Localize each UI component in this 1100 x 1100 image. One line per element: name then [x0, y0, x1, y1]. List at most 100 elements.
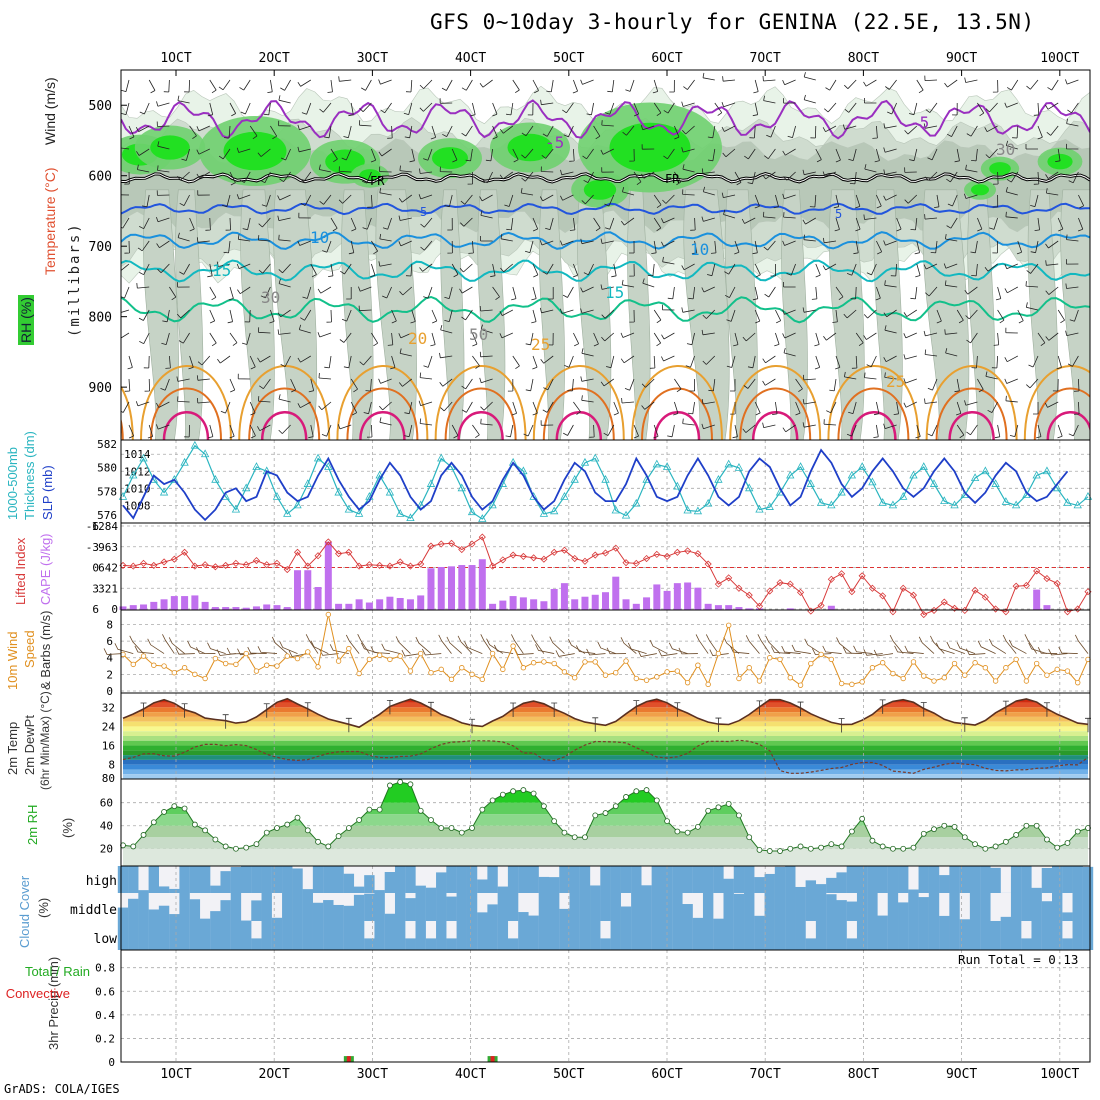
- wind-barb: [350, 217, 357, 232]
- cloud-bar: [271, 921, 283, 950]
- cloud-bar: [415, 885, 426, 893]
- wind-barb: [956, 309, 964, 324]
- wind10-barb: [511, 634, 524, 654]
- wind-barb: [278, 234, 291, 242]
- temp-contour-10: [121, 231, 1090, 250]
- wind-barb: [600, 148, 614, 155]
- cloud-bar: [179, 866, 190, 893]
- wind10-barb: [168, 637, 185, 654]
- wind-barb: [184, 79, 190, 93]
- wind-barb: [752, 286, 759, 301]
- thickness-marker: [847, 470, 857, 479]
- wind-barb: [564, 355, 574, 368]
- cape-bar: [489, 603, 497, 610]
- rh2-marker: [633, 788, 640, 795]
- cloud-bar: [631, 866, 642, 893]
- cloud-bar: [497, 893, 509, 921]
- li-marker: [417, 560, 425, 568]
- wind-barb: [398, 194, 413, 203]
- wind10-barb: [822, 645, 842, 654]
- temp-contour-30: [150, 387, 222, 440]
- cloud-bar: [928, 893, 940, 921]
- li-tick-label: -6: [86, 520, 99, 533]
- wind10-barb: [114, 643, 134, 654]
- wind-barb: [330, 148, 338, 163]
- cloud-bar: [795, 886, 806, 893]
- wind-barb: [815, 148, 822, 163]
- thickness-marker: [293, 500, 302, 509]
- wind-barb: [903, 309, 918, 317]
- wind-barb: [965, 164, 978, 173]
- li-marker: [673, 548, 681, 556]
- wind-barb: [378, 148, 392, 157]
- wind-barb: [883, 169, 897, 175]
- cloud-bar: [466, 921, 478, 950]
- wind-barb: [1037, 332, 1046, 347]
- wind-barb: [542, 125, 554, 137]
- wind-barb: [707, 125, 716, 139]
- cloud-bar: [528, 915, 539, 921]
- wind-barb: [971, 263, 978, 277]
- rh2-marker: [859, 815, 866, 822]
- wind10-marker: [582, 659, 588, 665]
- wind-barb: [298, 324, 311, 334]
- li-marker: [335, 550, 343, 558]
- li-marker: [530, 554, 538, 562]
- wind10-barb: [765, 636, 781, 654]
- cape-bar: [160, 599, 168, 610]
- cape-bar: [406, 599, 414, 610]
- cloud-bar: [969, 866, 981, 893]
- wind-barb: [802, 217, 817, 225]
- wind-barb: [1004, 102, 1018, 108]
- wind-barb: [747, 355, 756, 369]
- wind-barb: [441, 79, 453, 91]
- wind-barb: [1066, 234, 1079, 242]
- wind-barb: [371, 332, 379, 347]
- wind-barb: [613, 401, 619, 416]
- date-tick-label-bottom: 7OCT: [750, 1067, 781, 1082]
- wind-barb: [339, 332, 352, 343]
- wind-barb: [930, 240, 938, 254]
- wind-barb: [229, 332, 238, 346]
- cloud-bar: [456, 893, 467, 921]
- wind-barb: [641, 401, 655, 410]
- rh2-fill: [123, 782, 1088, 866]
- thickness-marker: [734, 463, 744, 471]
- wind-barb: [363, 401, 372, 415]
- cloud-bar: [271, 866, 283, 893]
- cloud-bar: [651, 866, 663, 893]
- wind-barb: [583, 263, 594, 276]
- cape-bar: [345, 603, 353, 610]
- cloud-bar: [384, 913, 396, 921]
- li-marker: [540, 555, 548, 563]
- wind-barb: [1005, 140, 1018, 150]
- wind-barb: [927, 378, 938, 391]
- wind-barb: [802, 399, 816, 405]
- thickness-marker: [529, 491, 538, 500]
- cloud-bar: [538, 893, 550, 921]
- cloud-bar: [507, 893, 519, 921]
- wind10-barb: [620, 637, 637, 654]
- wind-barb: [850, 286, 857, 300]
- wind-barb: [662, 194, 675, 204]
- rh2-marker: [972, 841, 978, 848]
- thickness-marker: [981, 466, 990, 475]
- wind10-barb: [705, 634, 719, 654]
- li-marker: [581, 557, 589, 565]
- rh2-marker: [890, 845, 896, 852]
- thickness-marker: [437, 453, 446, 462]
- wind10-marker: [900, 675, 906, 682]
- cloud-bar: [702, 893, 714, 921]
- rh2-marker: [602, 810, 609, 816]
- wind-barb: [747, 171, 756, 185]
- wind-barb: [506, 102, 514, 116]
- wind-barb: [257, 355, 271, 363]
- li-marker: [304, 562, 312, 570]
- wind-barb: [964, 286, 978, 295]
- wind-barb: [811, 286, 818, 300]
- wind10-barb: [575, 645, 596, 654]
- wind-barb: [883, 240, 897, 246]
- wind-barb: [604, 217, 615, 230]
- wind-tick-label: 8: [106, 618, 113, 631]
- cloud-bar: [918, 866, 929, 893]
